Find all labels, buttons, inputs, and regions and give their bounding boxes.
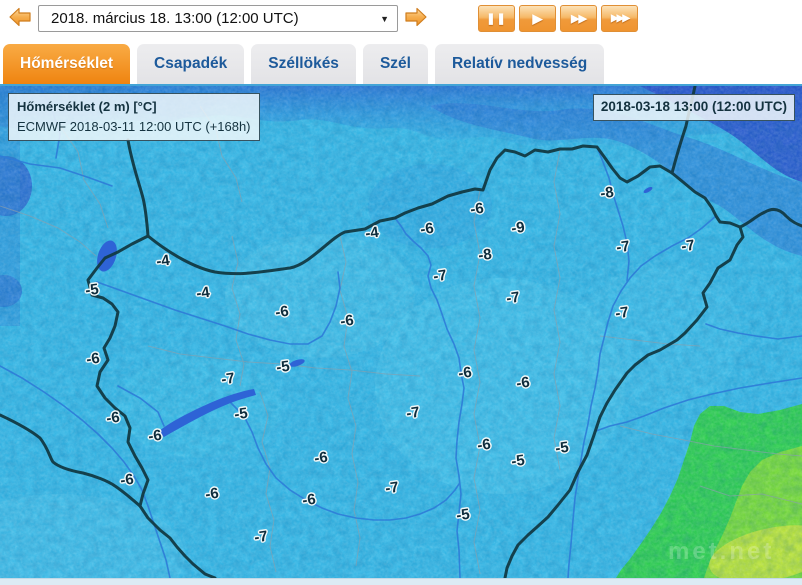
rivers <box>0 86 802 578</box>
map-legend-box: Hőmérséklet (2 m) [°C] ECMWF 2018-03-11 … <box>8 93 260 141</box>
temp-label: -6 <box>105 408 121 428</box>
temp-label: -5 <box>554 438 570 458</box>
temp-label: -6 <box>313 448 329 468</box>
temp-label: -4 <box>155 251 171 271</box>
temp-label: -7 <box>405 403 421 423</box>
temp-label: -7 <box>220 369 236 389</box>
temp-label: -5 <box>510 451 526 471</box>
datetime-select[interactable]: 2018. március 18. 13:00 (12:00 UTC) ▼ <box>38 5 398 32</box>
playback-controls: ❚❚ ▶ ▶▶ ▶▶▶ <box>478 5 638 32</box>
play-icon: ▶ <box>532 10 543 26</box>
watermark: met.net <box>668 538 775 565</box>
temp-label: -7 <box>680 236 696 256</box>
previous-step-button[interactable] <box>8 6 32 30</box>
temp-label: -6 <box>419 219 435 239</box>
temp-label: -4 <box>195 283 211 303</box>
temp-label: -5 <box>275 357 291 377</box>
map-area: Hőmérséklet (2 m) [°C] ECMWF 2018-03-11 … <box>0 86 802 578</box>
temp-label: -6 <box>339 311 355 331</box>
pause-icon: ❚❚ <box>486 13 507 25</box>
temp-label: -6 <box>515 373 531 393</box>
time-control-bar: 2018. március 18. 13:00 (12:00 UTC) ▼ ❚❚… <box>0 0 802 44</box>
pause-button[interactable]: ❚❚ <box>478 5 515 32</box>
tab-temperature[interactable]: Hőmérséklet <box>3 44 131 84</box>
temp-label: -9 <box>510 218 526 238</box>
temp-label: -6 <box>301 490 317 510</box>
temp-label: -6 <box>476 435 492 455</box>
temp-label: -5 <box>455 505 471 525</box>
valid-time-box: 2018-03-18 13:00 (12:00 UTC) <box>592 94 795 122</box>
arrow-right-icon <box>405 7 427 30</box>
chevron-down-icon: ▼ <box>380 13 389 24</box>
bottom-strip <box>0 578 802 585</box>
temp-label: -7 <box>505 288 521 308</box>
river-tisza <box>567 215 717 578</box>
arrow-left-icon <box>9 7 31 30</box>
lake-balaton <box>158 389 256 437</box>
tab-wind-gust[interactable]: Széllökés <box>251 44 356 84</box>
datetime-select-value: 2018. március 18. 13:00 (12:00 UTC) <box>51 10 299 27</box>
play-button[interactable]: ▶ <box>519 5 556 32</box>
temp-label: -6 <box>147 426 163 446</box>
temp-label: -6 <box>469 199 485 219</box>
terrain-texture <box>0 86 802 578</box>
temp-label: -5 <box>233 404 249 424</box>
weather-map-svg <box>0 86 802 578</box>
fast-forward-icon: ▶▶▶ <box>610 13 630 24</box>
temp-label: -7 <box>614 303 630 323</box>
admin-lines <box>0 105 802 575</box>
temp-label: -8 <box>599 183 615 203</box>
temp-label: -4 <box>364 223 380 243</box>
tab-wind[interactable]: Szél <box>362 44 428 84</box>
forward-icon: ▶▶ <box>571 13 587 25</box>
temp-label: -7 <box>384 478 400 498</box>
temp-label: -5 <box>84 280 100 300</box>
legend-model-run: ECMWF 2018-03-11 12:00 UTC (+168h) <box>17 118 251 134</box>
tab-precipitation[interactable]: Csapadék <box>137 44 245 84</box>
forward-button[interactable]: ▶▶ <box>560 5 597 32</box>
temp-label: -6 <box>457 363 473 383</box>
next-step-button[interactable] <box>404 6 428 30</box>
country-borders <box>0 86 802 578</box>
temp-label: -7 <box>253 527 269 547</box>
fast-forward-button[interactable]: ▶▶▶ <box>601 5 638 32</box>
temp-label: -6 <box>119 470 135 490</box>
temp-label: -6 <box>274 302 290 322</box>
lake-velence <box>289 359 305 367</box>
parameter-tabs: Hőmérséklet Csapadék Széllökés Szél Rela… <box>0 44 802 86</box>
temp-label: -6 <box>85 349 101 369</box>
river-danube <box>394 217 465 578</box>
tab-relative-humidity[interactable]: Relatív nedvesség <box>434 44 605 84</box>
temp-label: -8 <box>477 245 493 265</box>
legend-title: Hőmérséklet (2 m) [°C] <box>17 99 157 114</box>
temp-label: -7 <box>615 237 631 257</box>
temp-label: -6 <box>204 484 220 504</box>
temp-label: -7 <box>432 266 448 286</box>
